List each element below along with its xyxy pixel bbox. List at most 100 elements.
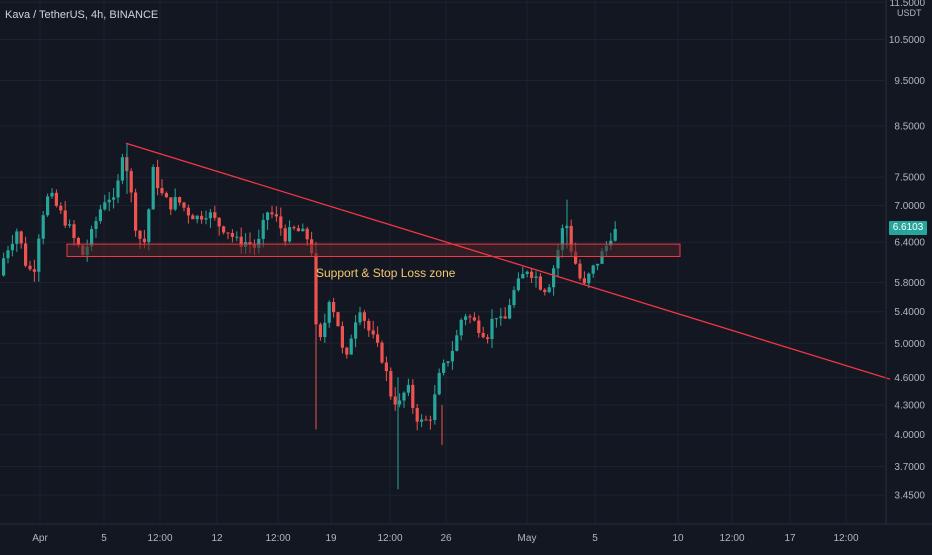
candle-body: [116, 180, 120, 198]
candle-body: [266, 212, 270, 220]
candle-body: [494, 318, 498, 320]
candle-body: [15, 231, 19, 244]
candle-body: [468, 316, 472, 318]
time-tick-label: 26: [440, 533, 452, 544]
candle-body: [547, 287, 551, 293]
time-tick-label: 12: [211, 533, 223, 544]
candle-body: [345, 347, 349, 355]
price-tick-label: 4.0000: [894, 430, 925, 441]
candle-body: [582, 278, 586, 284]
candle-body: [191, 215, 195, 220]
candle-body: [182, 202, 186, 208]
candle-body: [204, 218, 208, 220]
candle-body: [178, 197, 182, 203]
candle-body: [516, 278, 520, 291]
candle-body: [10, 243, 14, 251]
candle-body: [156, 166, 160, 189]
candle-body: [534, 276, 538, 278]
candle-body: [217, 217, 221, 227]
candle-body: [486, 337, 490, 340]
candle-body: [164, 193, 168, 198]
candle-body: [464, 316, 468, 320]
time-tick-label: 5: [592, 533, 598, 544]
price-tick-label: 6.4000: [894, 238, 925, 249]
price-tick-label: 5.8000: [894, 278, 925, 289]
candle-body: [327, 301, 331, 323]
price-tick-label: 3.7000: [894, 462, 925, 473]
candle-body: [376, 334, 380, 343]
candle-body: [142, 238, 146, 243]
candle-body: [222, 226, 226, 233]
candlestick-series: [2, 143, 617, 490]
candle-body: [134, 192, 138, 231]
candle-body: [384, 362, 388, 372]
candle-body: [459, 319, 463, 336]
candle-body: [578, 263, 582, 279]
candle-body: [28, 265, 32, 270]
trendline-group: [125, 142, 891, 380]
candle-body: [107, 199, 111, 203]
price-tick-label: 7.0000: [894, 201, 925, 212]
candle-body: [552, 268, 556, 288]
candle-body: [336, 312, 340, 327]
candle-body: [402, 392, 406, 401]
candle-body: [59, 205, 63, 211]
candle-body: [340, 326, 344, 348]
candle-body: [362, 312, 366, 321]
candle-body: [261, 219, 265, 239]
candle-body: [173, 197, 177, 210]
candle-body: [393, 396, 397, 405]
candle-body: [472, 317, 476, 321]
candle-body: [521, 273, 525, 279]
candle-body: [455, 335, 459, 351]
candle-body: [288, 227, 292, 242]
candle-body: [274, 214, 278, 217]
candle-body: [54, 192, 58, 206]
candle-body: [19, 231, 23, 244]
candle-body: [147, 209, 151, 243]
candle-body: [283, 228, 287, 242]
candle-body: [41, 215, 45, 239]
candle-body: [257, 238, 261, 248]
price-tick-label: 4.6000: [894, 373, 925, 384]
candle-body: [543, 289, 547, 293]
candle-body: [248, 242, 252, 245]
candle-body: [50, 192, 54, 197]
candle-body: [406, 384, 410, 393]
candle-body: [323, 322, 327, 338]
candle-body: [186, 207, 190, 216]
time-tick-label: 12:00: [147, 533, 172, 544]
price-tick-label: 8.5000: [894, 122, 925, 133]
candle-body: [279, 216, 283, 229]
time-tick-label: 17: [784, 533, 796, 544]
candle-body: [512, 290, 516, 306]
time-tick-label: 10: [672, 533, 684, 544]
candle-body: [613, 228, 617, 241]
candle-body: [424, 419, 428, 421]
candle-body: [213, 212, 217, 218]
candle-body: [37, 238, 41, 272]
candle-body: [349, 338, 353, 355]
time-axis: Apr 5 12:00 12 12:00 19 12:00 26 May 5 10 12:00 17 12…: [0, 523, 932, 544]
trendline: [125, 142, 891, 380]
candle-body: [380, 342, 384, 363]
time-tick-label: 12:00: [377, 533, 402, 544]
price-tick-label: 3.4500: [894, 491, 925, 502]
candle-body: [68, 224, 72, 226]
candle-body: [103, 202, 107, 210]
time-tick-label: 5: [101, 533, 107, 544]
price-tick-label: 9.5000: [894, 76, 925, 87]
candle-body: [437, 372, 441, 395]
price-axis-unit: USDT: [897, 8, 922, 18]
candle-body: [358, 312, 362, 323]
time-tick-label: 12:00: [265, 533, 290, 544]
candle-body: [450, 350, 454, 362]
candle-body: [499, 316, 503, 319]
candle-body: [442, 362, 446, 373]
support-zone-box: [66, 243, 681, 258]
candle-body: [591, 265, 595, 274]
candle-body: [538, 276, 542, 290]
candle-body: [398, 400, 402, 405]
